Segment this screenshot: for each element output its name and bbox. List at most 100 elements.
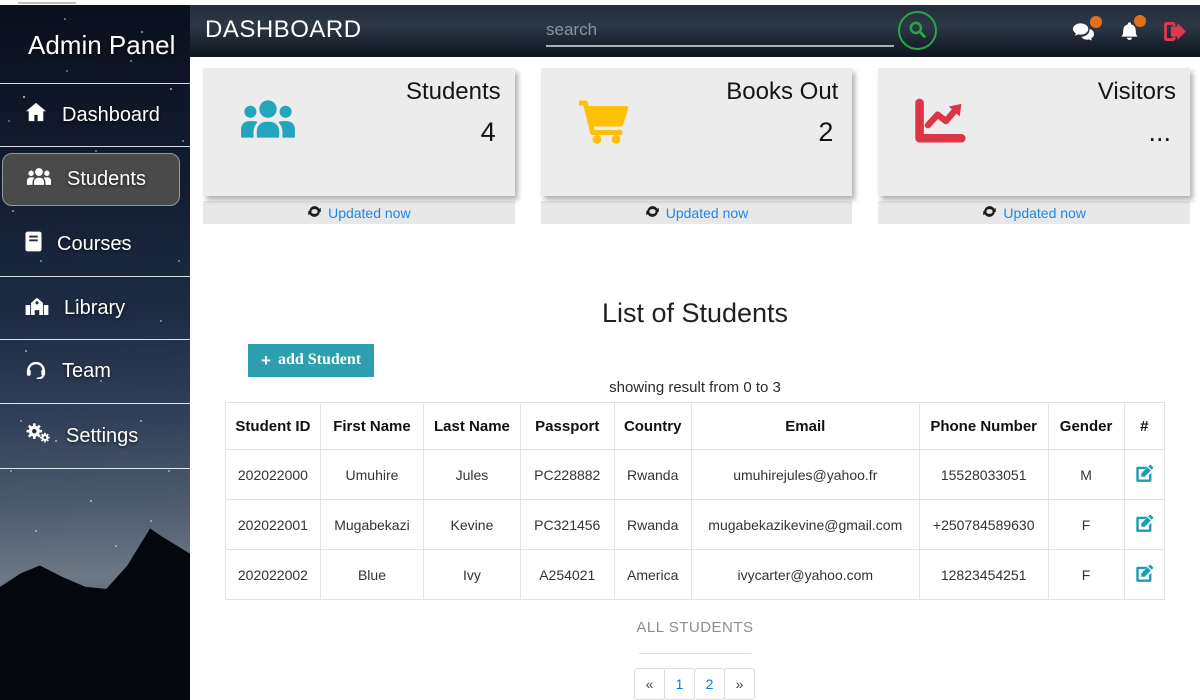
pagination-prev-button[interactable]: «	[634, 668, 665, 700]
table-row: 202022002 Blue Ivy A254021 America ivyca…	[225, 549, 1166, 600]
sign-out-icon	[1164, 22, 1186, 45]
sidebar-item-label: Team	[62, 360, 111, 382]
cell-country: Rwanda	[613, 449, 692, 500]
cell-phone: 15528033051	[918, 449, 1049, 500]
messages-button[interactable]	[1072, 15, 1102, 47]
sidebar-item-label: Students	[67, 168, 146, 190]
gears-icon	[25, 422, 51, 450]
nav-divider	[0, 276, 190, 277]
pagination-next-button[interactable]: »	[724, 668, 755, 700]
cell-country: Rwanda	[613, 499, 692, 550]
cell-email: mugabekazikevine@gmail.com	[690, 499, 920, 550]
sidebar-item-team[interactable]: Team	[0, 340, 190, 403]
topbar: DASHBOARD	[190, 5, 1200, 57]
cell-student-id: 202022002	[225, 549, 321, 600]
edit-student-button[interactable]	[1123, 449, 1166, 500]
cart-icon	[577, 98, 629, 149]
edit-student-button[interactable]	[1123, 549, 1166, 600]
card-footer-label: Updated now	[1003, 204, 1086, 221]
nav-divider	[0, 83, 190, 84]
book-icon	[25, 231, 42, 258]
card-footer-label: Updated now	[328, 204, 411, 221]
cell-last-name: Ivy	[423, 549, 521, 600]
table-header-row: Student ID First Name Last Name Passport…	[225, 402, 1166, 450]
card-value: 2	[818, 117, 834, 147]
plus-icon: +	[261, 350, 271, 370]
card-refresh-link[interactable]: Updated now	[878, 201, 1191, 224]
column-header: Last Name	[423, 402, 521, 450]
pagination: « 1 2 »	[190, 668, 1200, 700]
pagination-page-2[interactable]: 2	[694, 668, 725, 700]
users-icon	[26, 167, 52, 192]
card-refresh-link[interactable]: Updated now	[540, 201, 853, 224]
stat-cards: Students 4 Updated now	[190, 57, 1200, 224]
cell-first-name: Blue	[319, 549, 425, 600]
students-table: Student ID First Name Last Name Passport…	[225, 402, 1166, 600]
cell-gender: F	[1047, 499, 1125, 550]
section-title: List of Students	[601, 298, 789, 328]
column-header: #	[1123, 402, 1166, 450]
cell-phone: +250784589630	[918, 499, 1049, 550]
search-input[interactable]	[546, 15, 894, 47]
search-icon	[908, 20, 927, 42]
sidebar-item-label: Library	[64, 296, 126, 319]
sidebar-item-library[interactable]: Library	[0, 277, 190, 339]
pagination-page-1[interactable]: 1	[664, 668, 695, 700]
cell-email: ivycarter@yahoo.com	[690, 549, 920, 600]
cell-gender: F	[1047, 549, 1125, 600]
card-students-body: Students 4	[203, 68, 515, 196]
cell-passport: PC228882	[519, 449, 615, 500]
cell-gender: M	[1047, 449, 1125, 500]
sidebar-item-students[interactable]: Students	[2, 153, 180, 206]
edit-icon	[1135, 514, 1154, 536]
cell-country: America	[613, 549, 692, 600]
sidebar-item-label: Courses	[57, 233, 132, 255]
card-visitors-body: Visitors ...	[878, 68, 1191, 196]
sidebar-item-label: Settings	[66, 424, 139, 447]
card-books-out: Books Out 2 Updated now	[540, 68, 853, 224]
logout-button[interactable]	[1164, 22, 1186, 46]
bell-icon	[1120, 22, 1139, 46]
sidebar-item-settings[interactable]: Settings	[0, 404, 190, 468]
add-student-button[interactable]: + add Student	[248, 344, 375, 377]
notifications-button[interactable]	[1120, 15, 1146, 47]
results-summary: showing result from 0 to 3	[609, 379, 781, 396]
cell-passport: PC321456	[519, 499, 615, 550]
notification-badge	[1134, 15, 1146, 27]
card-refresh-link[interactable]: Updated now	[203, 201, 515, 224]
card-visitors: Visitors ... Updated now	[878, 68, 1191, 224]
sidebar-item-courses[interactable]: Courses	[0, 213, 190, 276]
page-title: DASHBOARD	[205, 16, 362, 43]
column-header: Gender	[1047, 402, 1125, 450]
card-value: ...	[1148, 117, 1172, 147]
notification-badge	[1090, 15, 1102, 28]
card-label: Students	[405, 78, 501, 105]
app-title: Admin Panel	[28, 30, 176, 60]
cell-first-name: Mugabekazi	[319, 499, 425, 550]
column-header: Passport	[519, 402, 615, 450]
search-button[interactable]	[898, 11, 937, 50]
cell-student-id: 202022000	[225, 449, 321, 500]
chart-line-icon	[914, 98, 966, 150]
nav-divider	[0, 468, 190, 469]
comments-icon	[1072, 22, 1095, 46]
home-icon	[25, 102, 47, 128]
sidebar-item-dashboard[interactable]: Dashboard	[0, 84, 190, 146]
table-footer-label: ALL STUDENTS	[636, 619, 754, 636]
main-content: Students 4 Updated now	[190, 57, 1200, 700]
card-label: Books Out	[726, 78, 839, 105]
table-row: 202022001 Mugabekazi Kevine PC321456 Rwa…	[225, 499, 1166, 550]
users-icon	[239, 98, 297, 145]
nav-divider	[0, 403, 190, 404]
edit-icon	[1135, 464, 1154, 486]
column-header: Country	[613, 402, 692, 450]
edit-student-button[interactable]	[1123, 499, 1166, 550]
page-top-strip	[0, 0, 1200, 5]
divider	[639, 653, 751, 654]
refresh-icon	[645, 204, 660, 222]
card-value: 4	[480, 117, 496, 147]
cell-last-name: Jules	[423, 449, 521, 500]
cell-passport: A254021	[519, 549, 615, 600]
column-header: Email	[690, 402, 920, 450]
cell-phone: 12823454251	[918, 549, 1049, 600]
